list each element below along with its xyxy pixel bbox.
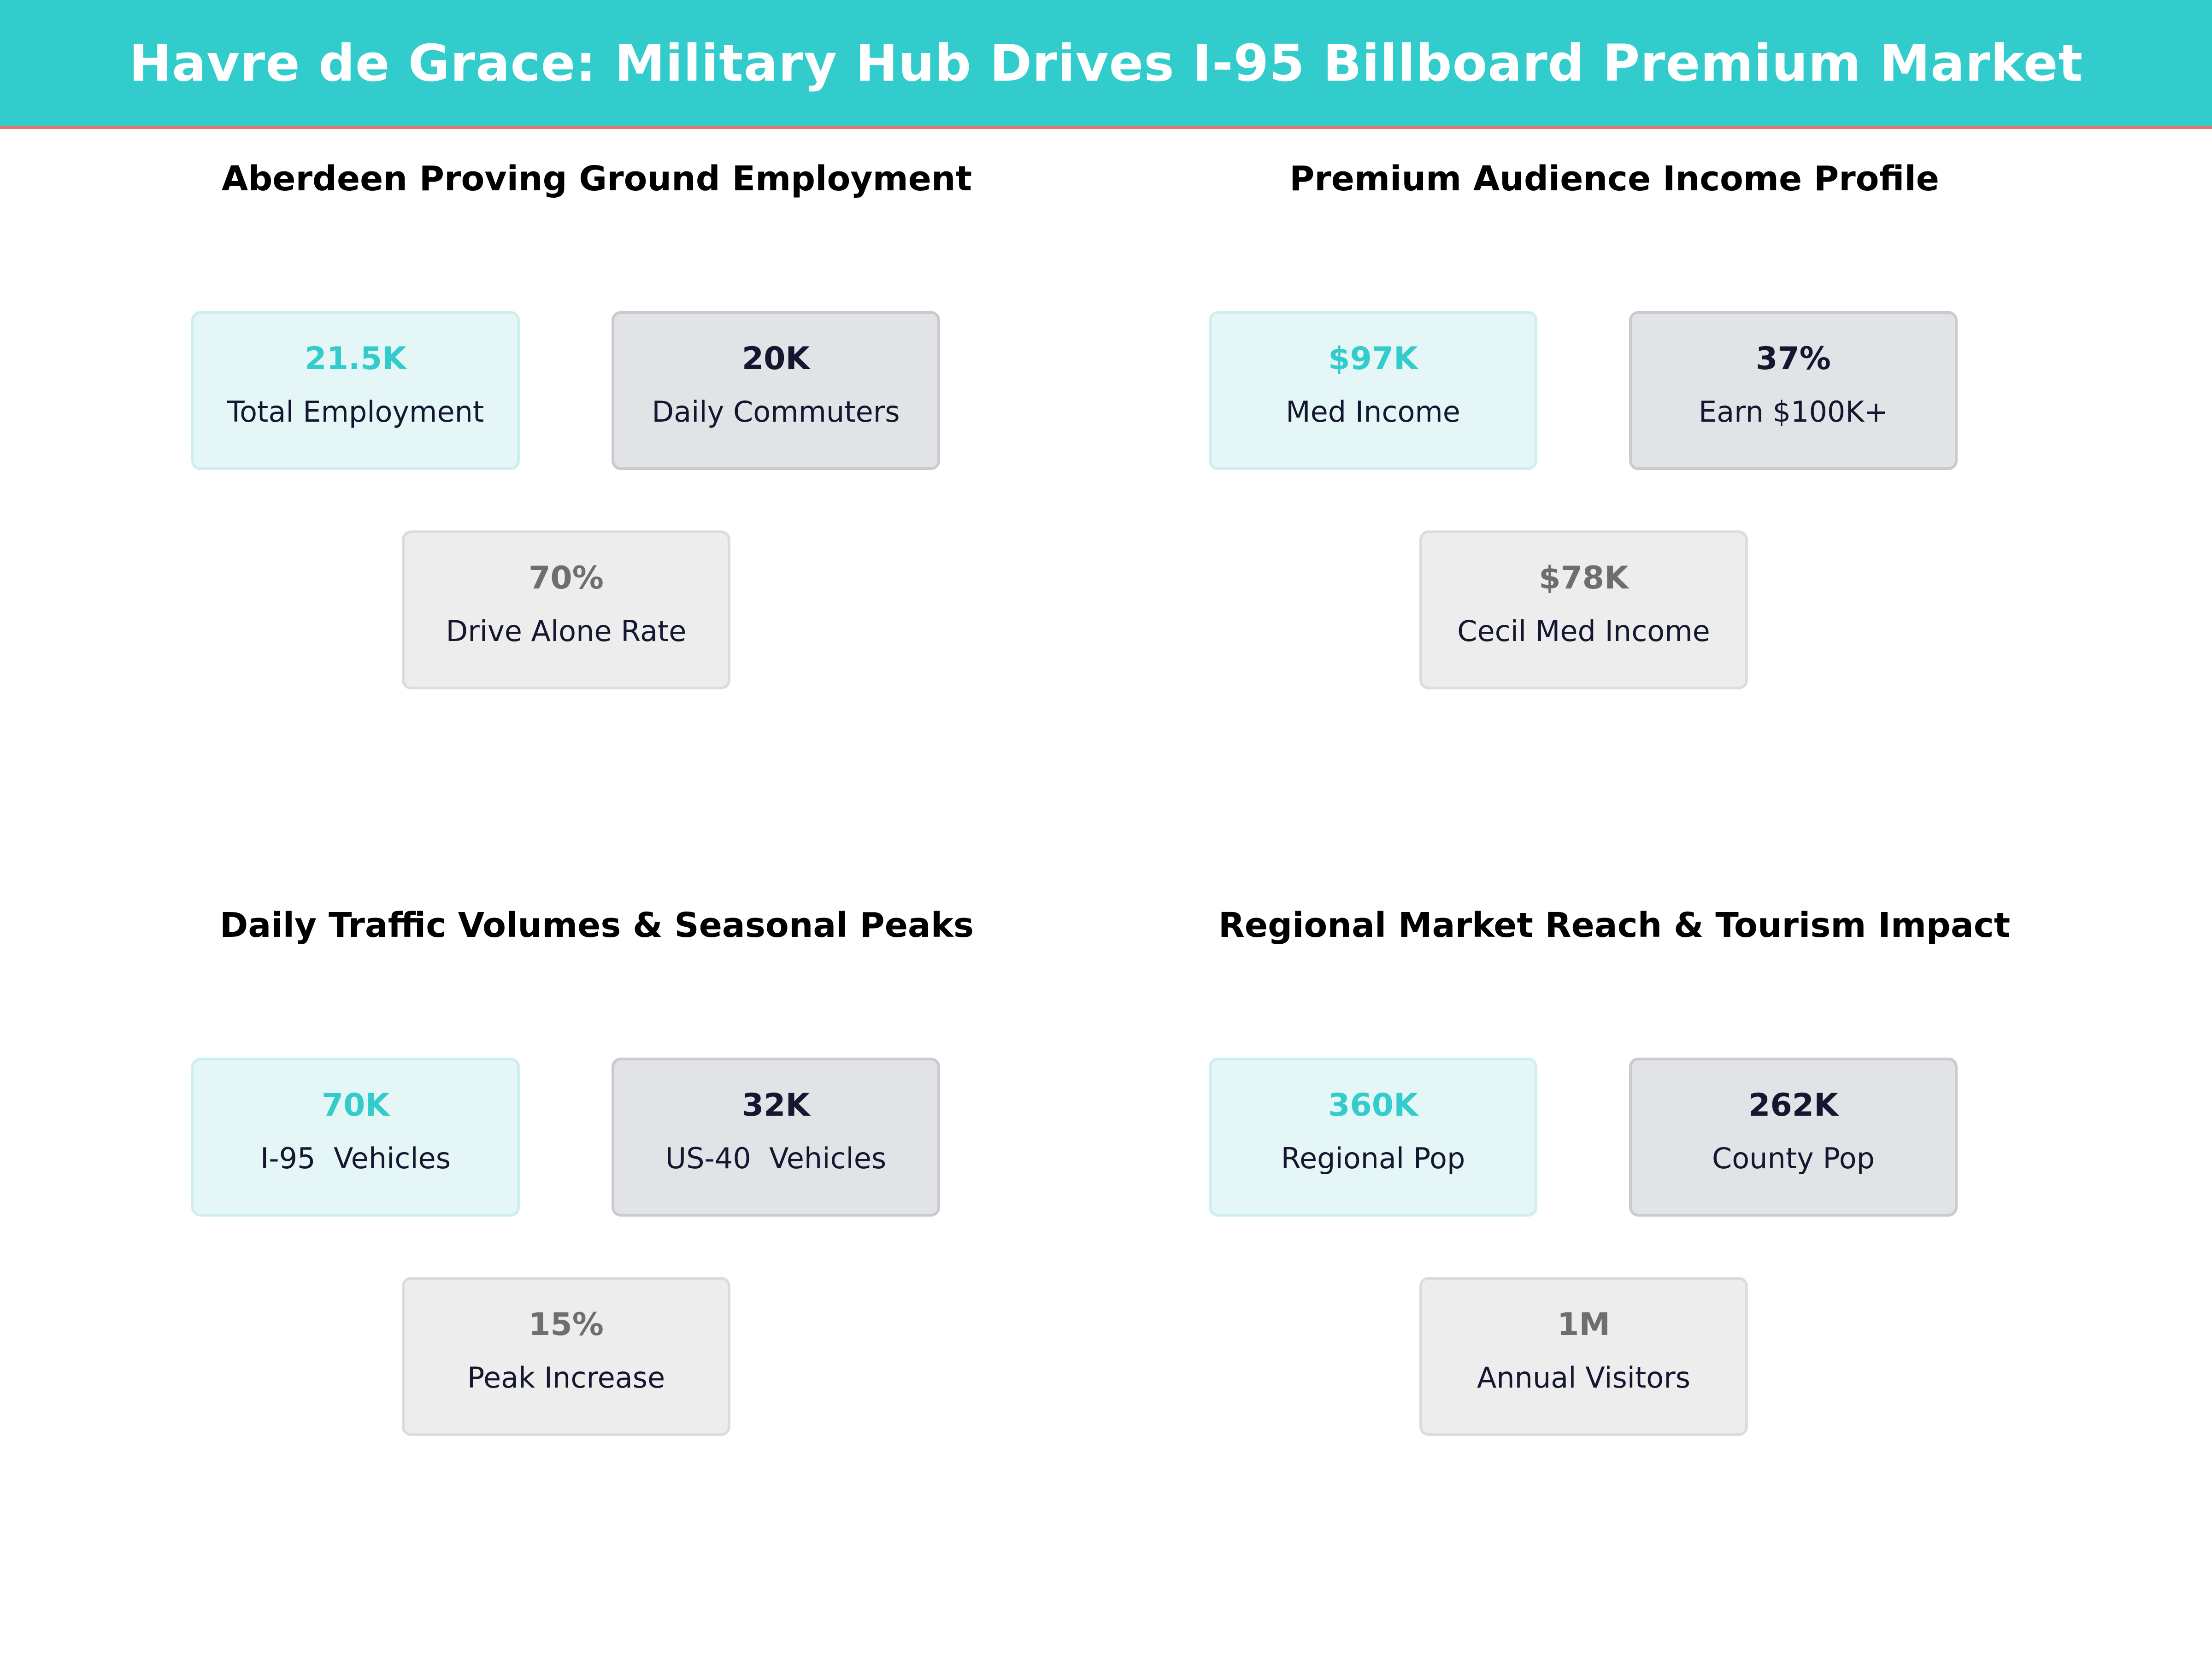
panel-title: Regional Market Reach & Tourism Impact <box>1218 906 2011 945</box>
stat-value: 20K <box>741 341 810 377</box>
stat-card-i95-vehicles: 70K I-95 Vehicles <box>191 1058 520 1217</box>
stat-value: $97K <box>1328 341 1418 377</box>
stat-label: Regional Pop <box>1281 1141 1465 1175</box>
panel-reach: Regional Market Reach & Tourism Impact 3… <box>1200 906 2029 1505</box>
stat-label: County Pop <box>1712 1141 1875 1175</box>
stat-card-county-pop: 262K County Pop <box>1629 1058 1958 1217</box>
stat-value: 15% <box>529 1306 604 1343</box>
panel-traffic: Daily Traffic Volumes & Seasonal Peaks 7… <box>182 906 1012 1505</box>
stat-label: Earn $100K+ <box>1699 395 1888 429</box>
page-title: Havre de Grace: Military Hub Drives I-95… <box>129 33 2083 93</box>
stat-label: Annual Visitors <box>1477 1361 1691 1394</box>
panel-employment: Aberdeen Proving Ground Employment 21.5K… <box>182 159 1012 758</box>
stat-card-regional-pop: 360K Regional Pop <box>1209 1058 1537 1217</box>
stat-value: 37% <box>1756 341 1831 377</box>
stat-value: $78K <box>1539 560 1629 596</box>
panel-title: Premium Audience Income Profile <box>1289 159 1939 199</box>
stat-value: 70% <box>529 560 604 596</box>
stat-card-peak-increase: 15% Peak Increase <box>402 1277 730 1436</box>
stat-card-daily-commuters: 20K Daily Commuters <box>612 311 940 470</box>
stat-value: 21.5K <box>305 341 406 377</box>
stat-card-us40-vehicles: 32K US-40 Vehicles <box>612 1058 940 1217</box>
stat-label: Peak Increase <box>467 1361 665 1394</box>
stat-label: Drive Alone Rate <box>446 614 687 648</box>
panel-income: Premium Audience Income Profile $97K Med… <box>1200 159 2029 758</box>
stat-label: Med Income <box>1286 395 1460 429</box>
stat-card-annual-visitors: 1M Annual Visitors <box>1419 1277 1748 1436</box>
stat-value: 32K <box>741 1087 810 1124</box>
panel-title: Aberdeen Proving Ground Employment <box>222 159 972 199</box>
stat-value: 1M <box>1557 1306 1610 1343</box>
panel-title: Daily Traffic Volumes & Seasonal Peaks <box>219 906 974 945</box>
stat-label: US-40 Vehicles <box>665 1141 887 1175</box>
stat-value: 360K <box>1328 1087 1418 1124</box>
stat-card-cecil-med-income: $78K Cecil Med Income <box>1419 530 1748 689</box>
stat-label: Cecil Med Income <box>1457 614 1710 648</box>
stat-card-earn-100k: 37% Earn $100K+ <box>1629 311 1958 470</box>
header-banner: Havre de Grace: Military Hub Drives I-95… <box>0 0 2212 129</box>
stat-card-total-employment: 21.5K Total Employment <box>191 311 520 470</box>
stat-label: I-95 Vehicles <box>260 1141 451 1175</box>
stat-value: 262K <box>1748 1087 1838 1124</box>
stat-label: Daily Commuters <box>652 395 900 429</box>
stat-card-med-income: $97K Med Income <box>1209 311 1537 470</box>
stat-value: 70K <box>321 1087 390 1124</box>
stat-card-drive-alone-rate: 70% Drive Alone Rate <box>402 530 730 689</box>
stat-label: Total Employment <box>227 395 484 429</box>
